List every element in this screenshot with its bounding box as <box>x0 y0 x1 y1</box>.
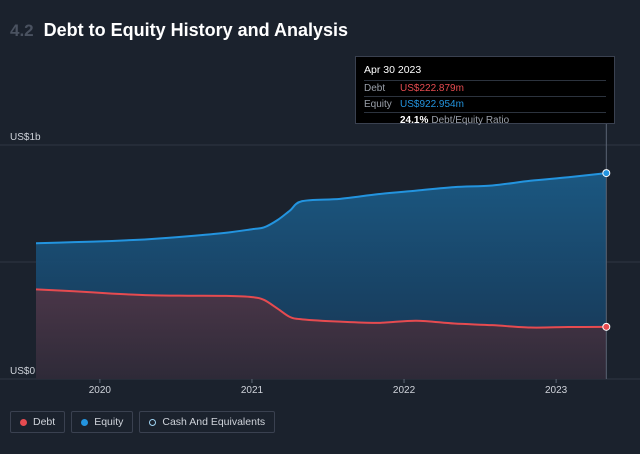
x-tick-label: 2022 <box>393 385 416 396</box>
cash-dot-icon <box>149 418 157 426</box>
x-tick-label: 2023 <box>545 385 568 396</box>
tooltip-ratio-label: Debt/Equity Ratio <box>431 115 510 126</box>
legend-equity-toggle[interactable]: Equity <box>71 411 134 433</box>
legend-cash-toggle[interactable]: Cash And Equivalents <box>139 411 276 433</box>
equity-point <box>602 169 611 178</box>
tooltip-debt-row: Debt US$222.879m <box>364 80 606 96</box>
x-tick-label: 2020 <box>89 385 112 396</box>
equity-line <box>35 172 607 245</box>
x-tick-label: 2021 <box>241 385 264 396</box>
chart-legend: Debt Equity Cash And Equivalents <box>10 411 276 433</box>
debt-area <box>36 289 607 379</box>
tooltip-ratio-row: 24.1% Debt/Equity Ratio <box>364 112 606 128</box>
section-number: 4.2 <box>10 21 34 40</box>
debt-line <box>35 288 607 329</box>
legend-equity-label: Equity <box>94 416 124 428</box>
equity-dot-icon <box>81 418 89 426</box>
legend-cash-label: Cash And Equivalents <box>162 416 266 428</box>
tooltip-debt-label: Debt <box>364 83 386 94</box>
legend-debt-label: Debt <box>33 416 56 428</box>
tooltip-date: Apr 30 2023 <box>364 64 422 76</box>
debt-dot-icon <box>20 418 27 426</box>
debt-point <box>602 322 611 331</box>
chart-tooltip: Apr 30 2023 Debt US$222.879m Equity US$9… <box>355 56 615 126</box>
tooltip-ratio-value: 24.1% <box>400 115 429 126</box>
tooltip-debt-value: US$222.879m <box>400 83 464 94</box>
header: 4.2 Debt to Equity History and Analysis <box>10 20 348 44</box>
tooltip-equity-label: Equity <box>364 99 392 110</box>
chart-title: Debt to Equity History and Analysis <box>43 20 349 40</box>
tooltip-equity-row: Equity US$922.954m <box>364 96 606 112</box>
y-tick-label: US$0 <box>10 366 35 377</box>
legend-debt-toggle[interactable]: Debt <box>10 411 66 433</box>
y-tick-label: US$1b <box>10 132 41 143</box>
tooltip-equity-value: US$922.954m <box>400 99 464 110</box>
